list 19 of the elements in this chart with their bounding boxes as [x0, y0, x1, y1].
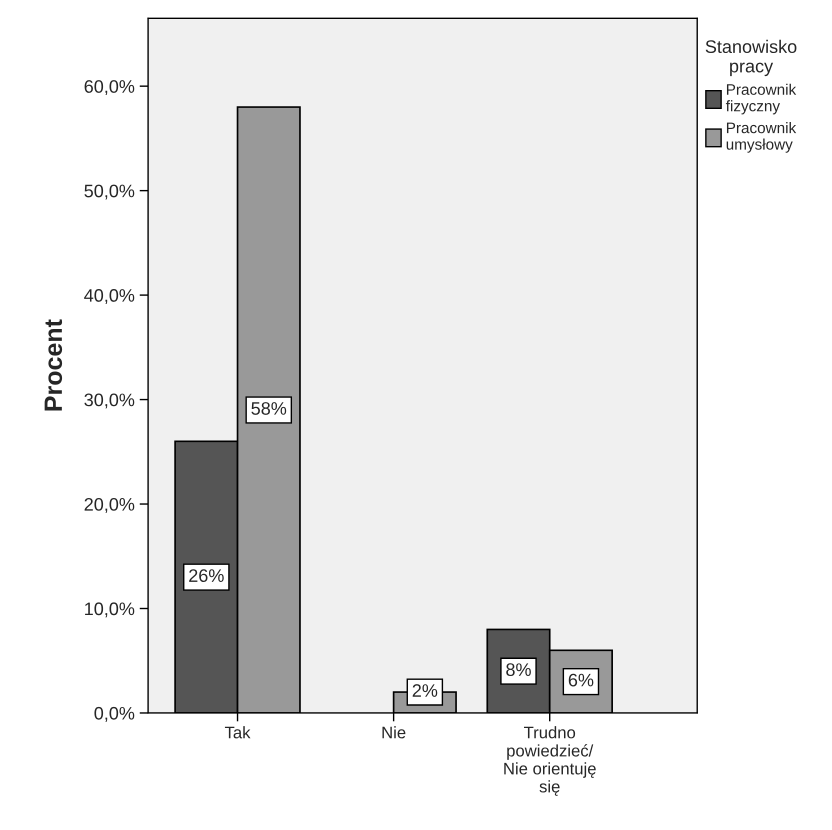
legend-label: Pracownik fizyczny: [726, 84, 796, 114]
x-tick-label: Nie: [382, 726, 406, 738]
data-label: 58%: [251, 402, 286, 415]
x-tick-label: Tak: [224, 726, 251, 738]
legend-title: Stanowisko pracy: [706, 40, 796, 76]
y-tick-label: 60,0%: [84, 80, 134, 96]
y-tick-label: 30,0%: [84, 394, 134, 408]
x-tick-label: Trudno powiedzieć/ Nie orientuję się: [504, 726, 596, 796]
data-label: 26%: [189, 569, 224, 582]
y-tick-label: 50,0%: [84, 184, 134, 200]
y-tick-label: 20,0%: [84, 498, 134, 513]
data-label: 8%: [506, 663, 531, 676]
data-label: 2%: [412, 684, 438, 697]
y-axis-title: Procent: [44, 319, 62, 410]
y-tick-label: 40,0%: [84, 289, 134, 304]
y-tick-label: 10,0%: [85, 602, 134, 618]
legend-label: Pracownik umysłowy: [726, 122, 796, 153]
y-tick-label: 0,0%: [94, 706, 134, 722]
data-label: 6%: [568, 674, 594, 686]
